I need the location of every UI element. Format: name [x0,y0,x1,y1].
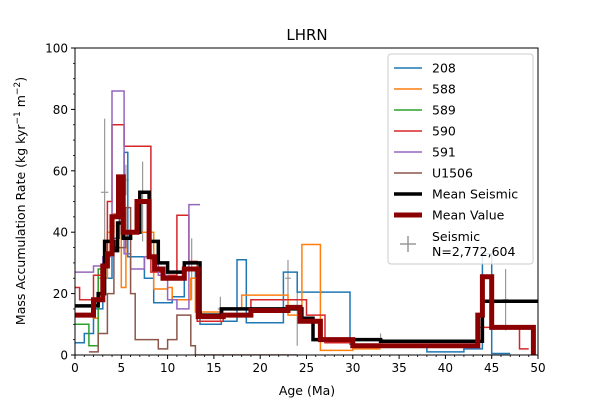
x-tick-label: 50 [530,361,545,375]
axis-ticks: 0 5 10 15 20 25 30 35 40 45 50 0 20 40 60 80 100 [45,42,546,376]
series-line-u1506 [88,206,298,355]
legend-label: 208 [432,61,456,76]
y-tick-label: 40 [53,226,68,240]
legend-box [387,53,534,265]
x-tick-label: 20 [253,361,268,375]
legend-label: 589 [432,103,456,118]
x-tick-label: 25 [299,361,314,375]
y-label-sup2: −2 [13,82,23,95]
x-tick-label: 5 [117,361,125,375]
y-label-sup1: −1 [13,111,23,124]
legend-label: 590 [432,124,456,139]
y-tick-label: 60 [53,164,68,178]
series-group [75,90,538,355]
chart-title: LHRN [286,26,327,44]
x-tick-label: 30 [345,361,360,375]
legend-label: U1506 [432,166,473,181]
y-tick-label: 100 [45,42,68,56]
legend-label: Mean Value [432,208,505,223]
x-tick-label: 0 [71,361,79,375]
plot-frame [74,47,539,356]
y-tick-label: 0 [60,349,68,363]
x-axis-label: Age (Ma) [279,383,335,398]
y-label-mid: m [13,95,28,111]
legend-label: 588 [432,82,456,97]
x-tick-label: 45 [484,361,499,375]
y-axis-label: Mass Accumulation Rate (kg kyr−1 m−2) [13,77,28,325]
plot-area [75,90,538,355]
series-line-589 [75,268,103,347]
x-tick-label: 15 [206,361,221,375]
y-tick-label: 80 [53,103,68,117]
legend-label: Seismic [432,229,480,244]
legend-label: N=2,772,604 [432,244,515,259]
legend-label: 591 [432,145,456,160]
x-tick-label: 40 [438,361,453,375]
x-tick-label: 10 [160,361,175,375]
y-tick-label: 20 [53,287,68,301]
y-label-end: ) [13,77,28,82]
legend: 208 588 589 590 591 U1506 Mean Seismic Mean Val… [387,53,534,265]
series-line-mean-value [75,174,536,355]
y-label-main: Mass Accumulation Rate (kg kyr [13,124,28,325]
legend-label: Mean Seismic [432,187,518,202]
x-tick-label: 35 [391,361,406,375]
